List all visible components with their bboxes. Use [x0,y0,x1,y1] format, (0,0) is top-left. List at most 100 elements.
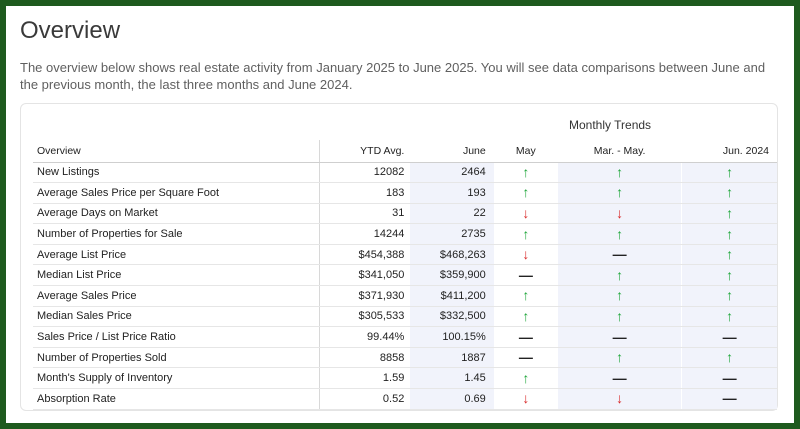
june-value: $468,263 [410,244,495,266]
table-header-row: Overview YTD Avg. June May Mar. - May. J… [33,140,777,163]
up-arrow-icon: ↑ [616,349,624,366]
down-arrow-icon: ↓ [522,390,530,407]
up-arrow-icon: ↑ [726,287,734,304]
mar-may-trend: ↑ [556,347,682,369]
ytd-avg-value: 31 [318,203,411,225]
mar-may-trend: ↑ [556,306,682,328]
june-value: $359,900 [410,264,495,287]
ytd-avg-value: 183 [318,182,411,204]
dash-icon: — [612,369,627,386]
jun-2024-trend: ↑ [681,306,777,328]
monthly-trends-title: Monthly Trends [569,118,652,132]
row-label: Average Sales Price [33,285,320,307]
table-row: Number of Properties for Sale 14244 2735 ↑ ↑… [33,223,777,245]
up-arrow-icon: ↑ [726,307,734,324]
dash-icon: — [518,266,533,283]
mar-may-trend: — [556,367,682,390]
may-trend: ↑ [493,306,558,328]
mar-may-trend: ↑ [556,182,682,204]
up-arrow-icon: ↑ [726,246,734,263]
row-label: Absorption Rate [33,388,320,410]
june-value: 193 [410,182,495,204]
up-arrow-icon: ↑ [726,266,734,283]
mar-may-trend: — [556,244,682,266]
jun-2024-trend: — [681,388,777,410]
ytd-avg-value: $454,388 [318,244,411,266]
mar-may-trend: — [556,326,682,348]
dash-icon: — [722,328,737,345]
may-trend: ↑ [493,162,558,184]
ytd-avg-value: 0.52 [318,388,411,410]
up-arrow-icon: ↑ [522,287,530,304]
up-arrow-icon: ↑ [616,307,624,324]
jun-2024-trend: ↑ [681,162,777,184]
table-row: Average List Price $454,388 $468,263 ↓ — ↑ [33,244,777,266]
row-label: Median Sales Price [33,306,320,328]
jun-2024-trend: ↑ [681,285,777,307]
jun-2024-trend: ↑ [681,264,777,287]
up-arrow-icon: ↑ [616,287,624,304]
mar-may-trend: ↑ [556,264,682,287]
up-arrow-icon: ↑ [616,266,624,283]
col-header-overview: Overview [33,140,320,163]
overview-table: Overview YTD Avg. June May Mar. - May. J… [33,140,777,410]
row-label: New Listings [33,162,320,184]
jun-2024-trend: ↑ [681,347,777,369]
overview-panel: Overview The overview below shows real e… [6,6,794,423]
down-arrow-icon: ↓ [522,246,530,263]
table-row: Number of Properties Sold 8858 1887 — ↑ ↑ [33,347,777,369]
may-trend: ↑ [493,285,558,307]
dash-icon: — [518,349,533,366]
jun-2024-trend: ↑ [681,203,777,225]
overview-card: Monthly Trends Overview YTD Avg. June Ma… [20,103,778,411]
mar-may-trend: ↓ [556,203,682,225]
up-arrow-icon: ↑ [726,225,734,242]
jun-2024-trend: — [681,326,777,348]
jun-2024-trend: ↑ [681,244,777,266]
down-arrow-icon: ↓ [616,390,624,407]
table-row: Average Sales Price per Square Foot 183 19… [33,182,777,204]
up-arrow-icon: ↑ [726,204,734,221]
may-trend: ↑ [493,223,558,245]
june-value: 2464 [410,162,495,184]
up-arrow-icon: ↑ [522,184,530,201]
col-header-june: June [410,140,495,163]
ytd-avg-value: $305,533 [318,306,411,328]
may-trend: — [493,264,558,287]
jun-2024-trend: ↑ [681,223,777,245]
ytd-avg-value: $341,050 [318,264,411,287]
jun-2024-trend: — [681,367,777,390]
col-header-jun-2024: Jun. 2024 [681,140,777,163]
table-row: Average Days on Market 31 22 ↓ ↓ ↑ [33,203,777,225]
ytd-avg-value: 99.44% [318,326,411,348]
table-row: Median List Price $341,050 $359,900 — ↑ ↑ [33,264,777,287]
ytd-avg-value: 14244 [318,223,411,245]
june-value: 1.45 [410,367,495,390]
mar-may-trend: ↑ [556,162,682,184]
down-arrow-icon: ↓ [522,204,530,221]
dash-icon: — [722,369,737,386]
dash-icon: — [518,328,533,345]
row-label: Number of Properties for Sale [33,223,320,245]
may-trend: ↓ [493,203,558,225]
may-trend: — [493,326,558,348]
col-header-ytd: YTD Avg. [318,140,411,163]
table-row: New Listings 12082 2464 ↑ ↑ ↑ [33,162,777,184]
may-trend: ↑ [493,367,558,390]
ytd-avg-value: 12082 [318,162,411,184]
down-arrow-icon: ↓ [616,204,624,221]
page-title: Overview [20,17,121,44]
ytd-avg-value: 8858 [318,347,411,369]
table-row: Median Sales Price $305,533 $332,500 ↑ ↑ ↑ [33,306,777,328]
up-arrow-icon: ↑ [522,307,530,324]
page-description: The overview below shows real estate act… [20,60,766,92]
may-trend: ↑ [493,182,558,204]
up-arrow-icon: ↑ [522,225,530,242]
mar-may-trend: ↑ [556,223,682,245]
row-label: Month's Supply of Inventory [33,367,320,390]
june-value: 100.15% [410,326,495,348]
may-trend: — [493,347,558,369]
june-value: 0.69 [410,388,495,410]
up-arrow-icon: ↑ [522,369,530,386]
row-label: Median List Price [33,264,320,287]
